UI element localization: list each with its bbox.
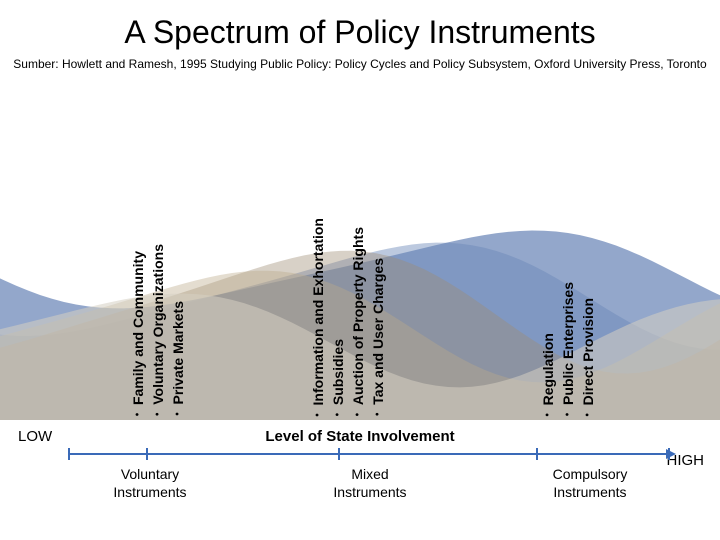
axis-tick [146, 448, 148, 460]
bullet-icon: • [152, 413, 163, 417]
instrument-group-2: • Regulation • Public Enterprises • Direct Pr… [540, 282, 596, 420]
instrument-label: Public Enterprises [560, 282, 576, 405]
instrument-label: Tax and User Charges [370, 258, 386, 405]
axis-tick [338, 448, 340, 460]
instrument-label: Information and Exhortation [310, 218, 326, 405]
axis-line [68, 453, 668, 455]
axis-tick [668, 448, 670, 460]
bullet-icon: • [312, 413, 323, 417]
bullet-icon: • [172, 413, 183, 417]
instrument-group-1: • Information and Exhortation • Subsidies • A… [310, 218, 386, 420]
instrument-item: • Public Enterprises [560, 282, 576, 420]
instrument-item: • Auction of Property Rights [350, 227, 366, 420]
instrument-item: • Information and Exhortation [310, 218, 326, 420]
category-label: VoluntaryInstruments [60, 466, 240, 501]
low-label: LOW [18, 428, 52, 445]
axis-tick [68, 448, 70, 460]
instrument-item: • Direct Provision [580, 298, 596, 420]
axis-tick [536, 448, 538, 460]
bullet-icon: • [132, 413, 143, 417]
bullet-icon: • [372, 413, 383, 417]
bullet-icon: • [562, 413, 573, 417]
axis-row: LOW Level of State Involvement HIGH [0, 428, 720, 447]
instrument-label: Direct Provision [580, 298, 596, 405]
bullet-icon: • [582, 413, 593, 417]
instrument-item: • Subsidies [330, 339, 346, 420]
bullet-icon: • [352, 413, 363, 417]
category-label: CompulsoryInstruments [500, 466, 680, 501]
instrument-item: • Family and Community [130, 251, 146, 420]
source-citation: Sumber: Howlett and Ramesh, 1995 Studyin… [0, 57, 720, 73]
instrument-item: • Voluntary Organizations [150, 244, 166, 420]
instrument-item: • Regulation [540, 333, 556, 420]
instrument-group-0: • Family and Community • Voluntary Organiza… [130, 244, 186, 420]
instrument-label: Subsidies [330, 339, 346, 405]
page-title: A Spectrum of Policy Instruments [0, 0, 720, 51]
instrument-item: • Tax and User Charges [370, 258, 386, 420]
axis-label: Level of State Involvement [0, 428, 720, 445]
category-label: MixedInstruments [280, 466, 460, 501]
axis [68, 448, 668, 460]
instrument-label: Family and Community [130, 251, 146, 405]
bullet-icon: • [542, 413, 553, 417]
instrument-label: Auction of Property Rights [350, 227, 366, 405]
instrument-label: Private Markets [170, 301, 186, 405]
bullet-icon: • [332, 413, 343, 417]
category-row: VoluntaryInstruments MixedInstruments Comp… [60, 466, 680, 501]
instrument-label: Voluntary Organizations [150, 244, 166, 405]
chart-area: • Family and Community • Voluntary Organiza… [0, 130, 720, 420]
instrument-item: • Private Markets [170, 301, 186, 420]
instrument-label: Regulation [540, 333, 556, 405]
